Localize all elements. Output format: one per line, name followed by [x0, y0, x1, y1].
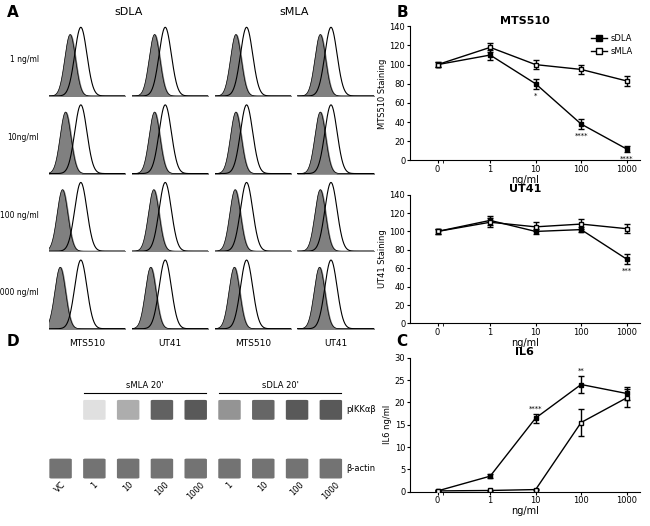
FancyBboxPatch shape: [151, 400, 173, 420]
Text: sDLA: sDLA: [114, 7, 142, 17]
Text: MTS510: MTS510: [69, 339, 105, 348]
Text: MTS510: MTS510: [235, 339, 271, 348]
Text: ****: ****: [620, 156, 633, 161]
Text: 1000 ng/ml: 1000 ng/ml: [0, 288, 39, 297]
Title: MTS510: MTS510: [500, 16, 550, 26]
Text: UT41: UT41: [158, 339, 181, 348]
X-axis label: ng/ml: ng/ml: [511, 338, 539, 348]
Y-axis label: UT41 Staining: UT41 Staining: [378, 230, 387, 288]
FancyBboxPatch shape: [286, 459, 308, 479]
Text: 100 ng/ml: 100 ng/ml: [0, 210, 39, 219]
FancyBboxPatch shape: [117, 400, 139, 420]
FancyBboxPatch shape: [252, 459, 274, 479]
FancyBboxPatch shape: [49, 459, 72, 479]
FancyBboxPatch shape: [83, 400, 105, 420]
Text: 1000: 1000: [185, 480, 206, 501]
Text: sMLA: sMLA: [280, 7, 309, 17]
Text: sMLA 20': sMLA 20': [126, 381, 164, 390]
FancyBboxPatch shape: [117, 459, 139, 479]
Text: sDLA 20': sDLA 20': [262, 381, 298, 390]
FancyBboxPatch shape: [185, 459, 207, 479]
Text: B: B: [396, 5, 408, 21]
Text: 1000: 1000: [320, 480, 341, 501]
Legend: sDLA, sMLA: sDLA, sMLA: [587, 31, 636, 59]
Text: ****: ****: [529, 406, 542, 411]
FancyBboxPatch shape: [218, 459, 240, 479]
Text: ***: ***: [621, 267, 632, 274]
Text: VC: VC: [53, 480, 68, 494]
Y-axis label: MTS510 Staining: MTS510 Staining: [378, 58, 387, 128]
FancyBboxPatch shape: [320, 459, 342, 479]
Text: ****: ****: [575, 133, 588, 139]
Text: 10ng/ml: 10ng/ml: [7, 133, 39, 142]
Text: A: A: [6, 5, 18, 21]
Text: 100: 100: [289, 480, 306, 498]
FancyBboxPatch shape: [151, 459, 173, 479]
Text: 1: 1: [224, 480, 235, 490]
FancyBboxPatch shape: [252, 400, 274, 420]
Text: C: C: [396, 334, 408, 349]
FancyBboxPatch shape: [218, 400, 240, 420]
Text: UT41: UT41: [324, 339, 347, 348]
Text: 10: 10: [122, 480, 135, 494]
Title: IL6: IL6: [515, 347, 534, 357]
Text: D: D: [6, 334, 19, 349]
FancyBboxPatch shape: [320, 400, 342, 420]
FancyBboxPatch shape: [286, 400, 308, 420]
Text: pIKKαβ: pIKKαβ: [346, 406, 376, 414]
X-axis label: ng/ml: ng/ml: [511, 507, 539, 517]
Text: *: *: [534, 93, 538, 98]
Text: β-actin: β-actin: [346, 464, 376, 473]
Text: 1 ng/ml: 1 ng/ml: [10, 55, 39, 64]
Text: 1: 1: [89, 480, 99, 490]
X-axis label: ng/ml: ng/ml: [511, 175, 539, 185]
FancyBboxPatch shape: [49, 400, 72, 420]
Title: UT41: UT41: [509, 184, 541, 194]
Text: **: **: [578, 367, 584, 373]
Y-axis label: IL6 ng/ml: IL6 ng/ml: [383, 405, 392, 444]
Text: 10: 10: [256, 480, 270, 494]
FancyBboxPatch shape: [83, 459, 105, 479]
Text: 100: 100: [153, 480, 171, 498]
FancyBboxPatch shape: [185, 400, 207, 420]
